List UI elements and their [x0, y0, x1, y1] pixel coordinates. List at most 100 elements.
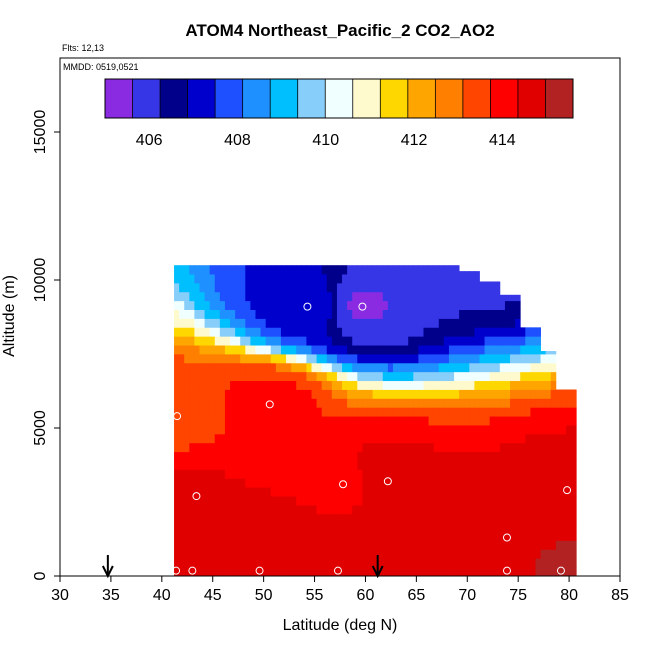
- curtain-cell: [311, 336, 317, 346]
- curtain-cell: [174, 371, 180, 382]
- curtain-cell: [275, 380, 282, 390]
- curtain-cell: [494, 380, 501, 390]
- curtain-cell: [240, 362, 246, 373]
- curtain-cell: [443, 398, 450, 408]
- curtain-cell: [474, 487, 480, 497]
- curtain-cell: [454, 345, 460, 355]
- curtain-cell: [454, 513, 460, 524]
- curtain-cell: [479, 558, 485, 568]
- curtain-cell: [179, 389, 185, 399]
- curtain-cell: [204, 549, 211, 559]
- curtain-cell: [367, 442, 373, 453]
- curtain-cell: [494, 531, 501, 541]
- curtain-cell: [515, 451, 521, 461]
- curtain-cell: [448, 371, 455, 382]
- curtain-cell: [255, 416, 261, 426]
- curtain-cell: [209, 425, 216, 435]
- curtain-cell: [326, 354, 333, 364]
- curtain-cell: [326, 531, 333, 541]
- curtain-cell: [179, 522, 185, 532]
- curtain-cell: [398, 540, 404, 550]
- curtain-cell: [326, 558, 333, 568]
- curtain-cell: [245, 416, 251, 426]
- curtain-cell: [489, 281, 496, 284]
- curtain-cell: [250, 567, 256, 577]
- curtain-cell: [494, 425, 501, 435]
- curtain-cell: [408, 362, 414, 373]
- curtain-cell: [550, 442, 557, 453]
- curtain-cell: [265, 380, 272, 390]
- curtain-cell: [301, 469, 307, 479]
- curtain-cell: [265, 318, 272, 328]
- curtain-cell: [510, 362, 516, 373]
- curtain-cell: [280, 282, 287, 293]
- curtain-cell: [499, 504, 506, 515]
- curtain-cell: [469, 309, 475, 319]
- curtain-cell: [550, 540, 557, 550]
- curtain-cell: [240, 282, 246, 293]
- curtain-cell: [372, 389, 379, 399]
- curtain-cell: [428, 300, 435, 310]
- curtain-cell: [265, 389, 272, 399]
- curtain-cell: [275, 362, 282, 373]
- curtain-cell: [459, 318, 465, 328]
- curtain-cell: [469, 345, 475, 355]
- curtain-cell: [377, 496, 384, 506]
- curtain-cell: [270, 531, 277, 541]
- curtain-cell: [494, 362, 501, 373]
- curtain-cell: [398, 513, 404, 524]
- curtain-cell: [296, 425, 302, 435]
- curtain-cell: [428, 318, 435, 328]
- curtain-cell: [235, 318, 241, 328]
- curtain-cell: [306, 291, 312, 302]
- colorbar-tick-label: 412: [401, 132, 428, 149]
- curtain-cell: [398, 567, 404, 577]
- curtain-cell: [382, 362, 389, 373]
- curtain-cell: [255, 380, 261, 390]
- curtain-cell: [224, 478, 231, 488]
- curtain-cell: [219, 371, 226, 382]
- curtain-cell: [504, 362, 511, 373]
- curtain-cell: [520, 558, 526, 568]
- curtain-cell: [326, 469, 333, 479]
- curtain-cell: [174, 531, 180, 541]
- curtain-cell: [214, 274, 221, 284]
- curtain-cell: [387, 274, 394, 284]
- curtain-cell: [443, 442, 450, 453]
- curtain-cell: [403, 469, 409, 479]
- curtain-cell: [525, 558, 531, 568]
- curtain-cell: [336, 345, 343, 355]
- curtain-cell: [230, 274, 236, 284]
- curtain-cell: [408, 354, 414, 364]
- curtain-cell: [459, 309, 465, 319]
- curtain-cell: [260, 354, 267, 364]
- curtain-cell: [408, 265, 414, 275]
- curtain-cell: [311, 380, 317, 390]
- curtain-cell: [403, 487, 409, 497]
- curtain-cell: [418, 513, 424, 524]
- curtain-cell: [423, 336, 429, 346]
- curtain-cell: [382, 433, 389, 444]
- curtain-cell: [199, 407, 205, 417]
- curtain-cell: [459, 496, 465, 506]
- curtain-cell: [286, 282, 292, 293]
- curtain-cell: [545, 407, 552, 417]
- curtain-cell: [510, 398, 516, 408]
- curtain-cell: [433, 522, 440, 532]
- curtain-cell: [179, 318, 185, 328]
- curtain-cell: [499, 478, 506, 488]
- curtain-cell: [342, 318, 348, 328]
- curtain-cell: [321, 549, 328, 559]
- curtain-cell: [347, 336, 353, 346]
- curtain-cell: [326, 291, 333, 302]
- curtain-cell: [387, 265, 394, 275]
- curtain-cell: [250, 300, 256, 310]
- curtain-cell: [265, 327, 272, 337]
- curtain-cell: [525, 513, 531, 524]
- curtain-cell: [194, 504, 200, 515]
- curtain-cell: [530, 416, 536, 426]
- curtain-cell: [270, 265, 277, 275]
- curtain-cell: [174, 291, 180, 302]
- curtain-cell: [448, 300, 455, 310]
- curtain-cell: [265, 451, 272, 461]
